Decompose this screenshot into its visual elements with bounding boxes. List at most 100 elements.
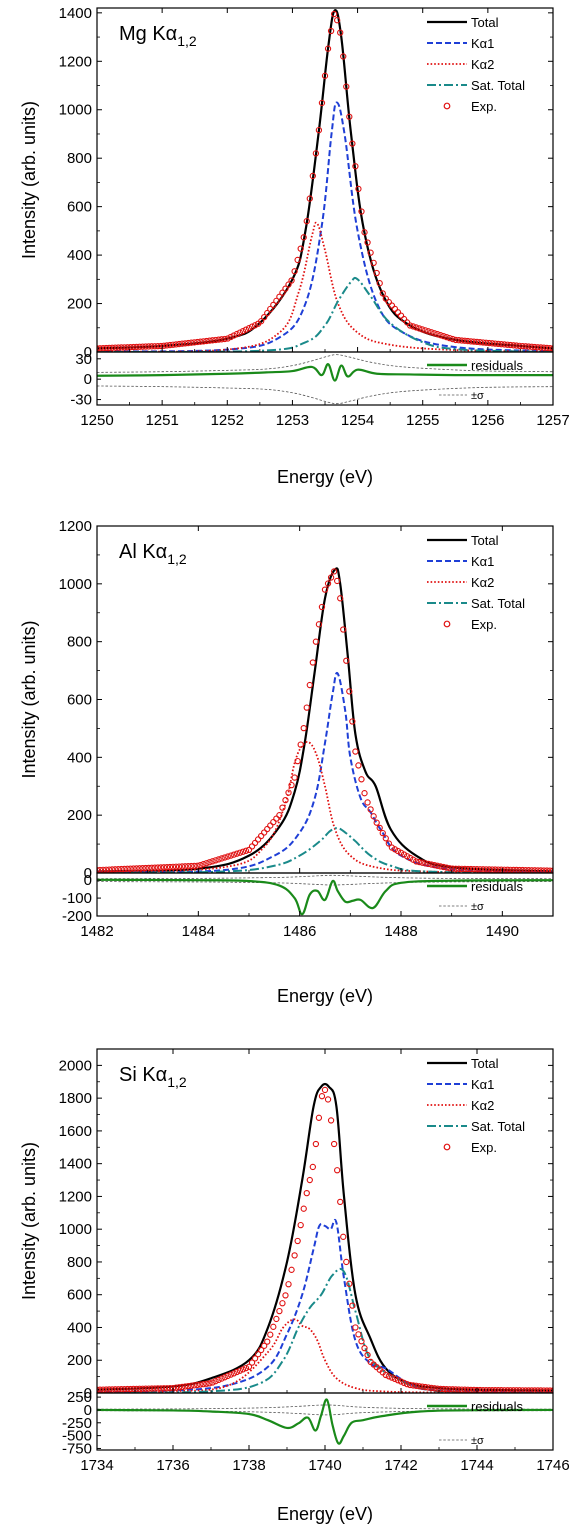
exp-data-point bbox=[221, 335, 228, 343]
exp-data-point bbox=[200, 861, 207, 868]
exp-data-point bbox=[431, 330, 438, 337]
exp-data-point bbox=[209, 337, 216, 344]
exp-data-point bbox=[239, 848, 247, 855]
exp-data-point bbox=[306, 1176, 313, 1184]
exp-data-point bbox=[528, 343, 535, 350]
exp-data-point bbox=[391, 1375, 399, 1383]
exp-data-point bbox=[303, 218, 310, 225]
exp-data-point bbox=[358, 776, 365, 783]
y-tick-label: 400 bbox=[67, 749, 92, 766]
exp-data-point bbox=[346, 688, 353, 695]
exp-data-point bbox=[349, 140, 356, 147]
exp-data-point bbox=[227, 333, 234, 341]
exp-data-point bbox=[194, 862, 201, 869]
exp-data-point bbox=[99, 344, 107, 352]
exp-data-point bbox=[130, 1385, 137, 1393]
exp-data-point bbox=[379, 290, 386, 297]
exp-data-point bbox=[312, 638, 320, 645]
exp-data-point bbox=[279, 289, 286, 296]
exp-data-point bbox=[294, 256, 301, 264]
y-tick-label: 0 bbox=[84, 865, 92, 882]
exp-data-point bbox=[394, 847, 402, 855]
exp-data-point bbox=[212, 336, 219, 344]
exp-data-point bbox=[267, 305, 274, 313]
exp-data-point bbox=[458, 337, 465, 344]
exp-data-point bbox=[297, 245, 304, 252]
exp-data-point bbox=[540, 867, 548, 873]
exp-data-point bbox=[282, 1292, 289, 1299]
exp-data-point bbox=[531, 1387, 538, 1393]
exp-data-point bbox=[330, 1140, 338, 1148]
exp-data-point bbox=[391, 305, 399, 313]
exp-data-point bbox=[531, 343, 538, 351]
exp-data-point bbox=[446, 334, 453, 342]
exp-data-point bbox=[118, 865, 125, 873]
exp-data-point bbox=[370, 813, 377, 820]
exp-data-point bbox=[145, 1385, 152, 1392]
exp-data-point bbox=[522, 343, 529, 350]
residual-y-tick-label: -30 bbox=[70, 392, 92, 409]
legend-label-sigma: ±σ bbox=[471, 1435, 484, 1447]
exp-data-point bbox=[121, 344, 128, 351]
exp-data-point bbox=[367, 806, 374, 813]
exp-data-point bbox=[464, 337, 472, 345]
exp-data-point bbox=[413, 858, 420, 865]
exp-data-point bbox=[492, 866, 499, 873]
exp-data-point bbox=[175, 863, 183, 870]
exp-data-point bbox=[300, 1205, 307, 1212]
exp-data-point bbox=[163, 1385, 171, 1392]
x-tick-label: 1738 bbox=[232, 1457, 265, 1474]
exp-data-point bbox=[406, 854, 414, 862]
exp-data-point bbox=[340, 626, 347, 633]
exp-data-point bbox=[431, 1385, 438, 1392]
exp-data-point bbox=[422, 1383, 429, 1391]
exp-data-point bbox=[154, 1385, 161, 1392]
exp-data-point bbox=[142, 864, 149, 872]
exp-data-point bbox=[236, 1367, 244, 1374]
legend-marker-exp bbox=[443, 102, 451, 110]
exp-data-point bbox=[516, 342, 523, 350]
exp-data-point bbox=[315, 1114, 323, 1121]
exp-data-point bbox=[264, 825, 271, 833]
exp-data-point bbox=[212, 1378, 219, 1385]
legend-label: Exp. bbox=[471, 99, 497, 114]
exp-data-point bbox=[148, 343, 155, 350]
series-line-k-1 bbox=[97, 671, 553, 873]
exp-data-point bbox=[139, 1385, 146, 1392]
exp-data-point bbox=[99, 1386, 107, 1393]
exp-data-point bbox=[337, 29, 344, 36]
x-axis-label: Energy (eV) bbox=[277, 467, 373, 487]
x-axis-label: Energy (eV) bbox=[277, 986, 373, 1006]
exp-data-point bbox=[209, 1379, 216, 1386]
exp-data-point bbox=[242, 326, 250, 333]
exp-data-point bbox=[148, 864, 155, 871]
exp-data-point bbox=[261, 1342, 268, 1349]
exp-data-point bbox=[157, 1385, 164, 1392]
exp-data-point bbox=[397, 1378, 405, 1385]
exp-data-point bbox=[513, 342, 520, 349]
exp-data-point bbox=[200, 338, 207, 345]
exp-data-point bbox=[528, 1387, 535, 1393]
exp-data-point bbox=[288, 277, 295, 284]
exp-data-point bbox=[318, 1093, 326, 1100]
exp-data-point bbox=[106, 1386, 113, 1393]
exp-data-point bbox=[410, 1382, 417, 1389]
exp-data-point bbox=[148, 1385, 155, 1392]
exp-data-point bbox=[139, 865, 146, 872]
exp-data-point bbox=[303, 1190, 310, 1197]
exp-data-point bbox=[102, 1386, 110, 1393]
residual-y-tick-label: 30 bbox=[75, 351, 92, 368]
exp-data-point bbox=[300, 724, 307, 732]
exp-data-point bbox=[446, 1386, 453, 1393]
x-tick-label: 1742 bbox=[384, 1457, 417, 1474]
series-exp-points bbox=[97, 10, 553, 352]
exp-data-point bbox=[382, 1371, 389, 1379]
exp-data-point bbox=[489, 866, 496, 873]
exp-data-point bbox=[261, 829, 268, 836]
exp-data-point bbox=[397, 849, 405, 856]
exp-data-point bbox=[288, 1266, 295, 1273]
exp-data-point bbox=[364, 239, 371, 246]
x-tick-label: 1736 bbox=[156, 1457, 189, 1474]
exp-data-point bbox=[230, 332, 237, 339]
series-line-sat-total bbox=[97, 1267, 553, 1393]
